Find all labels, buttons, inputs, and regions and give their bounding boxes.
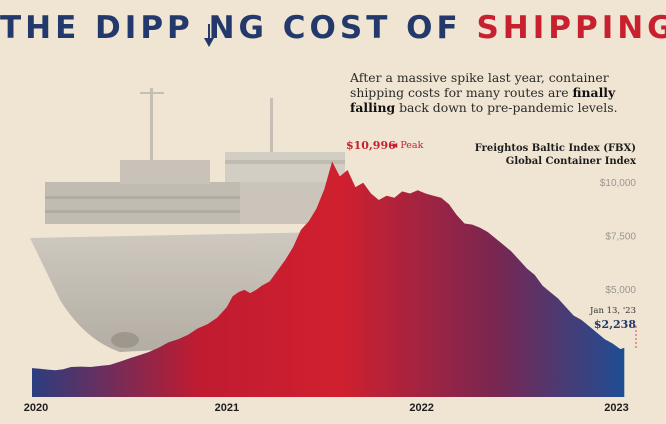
title-part-3: SHIPPING — [476, 10, 666, 46]
last-value: $2,238 — [593, 318, 636, 331]
x-axis: 2020 2021 2022 2023 — [24, 402, 629, 414]
x-tick-label: 2020 — [24, 402, 48, 414]
last-date: Jan 13, '23 — [589, 306, 636, 316]
area-fill — [32, 161, 625, 397]
title-part-1: THE DIPP — [0, 10, 194, 46]
y-tick-label: $7,500 — [605, 231, 636, 242]
down-arrow-icon — [204, 38, 214, 47]
index-title: Freightos Baltic Index (FBX) Global Cont… — [475, 142, 636, 168]
subtitle: After a massive spike last year, contain… — [350, 70, 650, 115]
peak-value: $10,996 — [346, 139, 396, 152]
x-tick-label: 2022 — [409, 402, 433, 414]
y-tick-label: $10,000 — [600, 178, 637, 189]
subtitle-post: back down to pre-pandemic levels. — [395, 100, 618, 115]
y-axis: $10,000 $7,500 $5,000 — [600, 178, 637, 296]
title-arrow-stem — [208, 24, 210, 39]
index-title-line-2: Global Container Index — [505, 156, 636, 167]
y-tick-label: $5,000 — [605, 285, 636, 296]
x-tick-label: 2021 — [215, 402, 239, 414]
index-title-line-1: Freightos Baltic Index (FBX) — [474, 143, 636, 154]
peak-label: ◄ Peak — [390, 140, 424, 151]
x-tick-label: 2023 — [604, 402, 628, 414]
subtitle-bold: finally falling — [350, 85, 616, 115]
title-part-2: NG COST OF — [208, 10, 477, 46]
page-title: THE DIPP NG COST OF SHIPPING — [0, 10, 666, 46]
subtitle-pre: After a massive spike last year, contain… — [350, 70, 609, 100]
